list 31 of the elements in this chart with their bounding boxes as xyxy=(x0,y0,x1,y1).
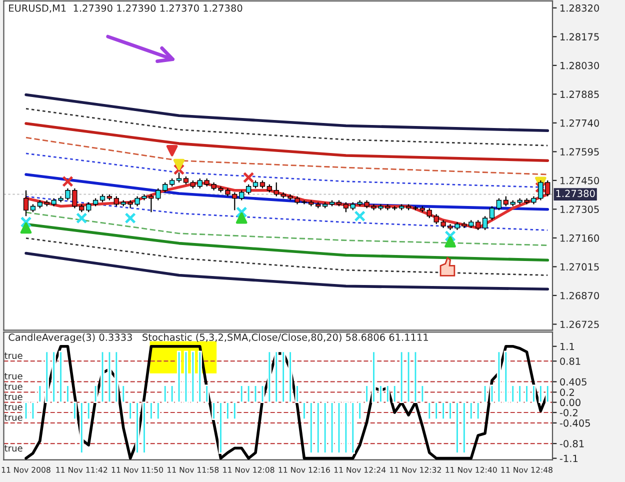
y-tick-label: -0.405 xyxy=(560,419,590,427)
chart-title: CandleAverage(3) 0.3333 Stochastic (5,3,2,SMA,Close/Close,80,20) 58.6806 61.1111 xyxy=(8,333,428,343)
y-tick-label: 0.81 xyxy=(560,358,580,365)
text: true xyxy=(4,352,22,359)
y-tick-label: 1.27740 xyxy=(560,119,600,127)
chart-title: EURUSD,M1 1.27390 1.27390 1.27370 1.27380 xyxy=(9,4,242,13)
y-tick-label: 1.26725 xyxy=(560,320,599,328)
text: true xyxy=(4,372,22,380)
y-tick-label: -0.2 xyxy=(560,408,578,416)
y-tick-label: 1.1 xyxy=(560,342,574,350)
text: true xyxy=(4,414,22,421)
text: true xyxy=(4,383,22,390)
text: true xyxy=(4,404,22,410)
y-tick-label: 1.28175 xyxy=(560,33,599,40)
y-tick-label: -1.1 xyxy=(560,454,578,462)
y-tick-label: 1.26870 xyxy=(560,292,600,300)
y-tick-label: 1.28320 xyxy=(560,4,600,12)
y-tick-label: 1.28030 xyxy=(560,62,600,70)
y-tick-label: 0.00 xyxy=(560,398,580,406)
y-tick-label: 1.27305 xyxy=(560,206,599,214)
y-tick-label: 1.27015 xyxy=(560,263,599,271)
y-tick-label: 1.27885 xyxy=(560,90,599,98)
text: true xyxy=(4,445,22,452)
y-tick-label: 0.2 xyxy=(560,388,574,396)
ref-line-label: 1.27380 xyxy=(556,190,595,198)
y-tick-label: -0.81 xyxy=(560,440,584,448)
y-tick-label: 1.27595 xyxy=(560,148,599,156)
y-tick-label: 0.405 xyxy=(560,378,586,386)
y-tick-label: 1.27160 xyxy=(560,234,600,242)
y-tick-label: 1.27450 xyxy=(560,176,600,184)
text: true xyxy=(4,394,22,400)
